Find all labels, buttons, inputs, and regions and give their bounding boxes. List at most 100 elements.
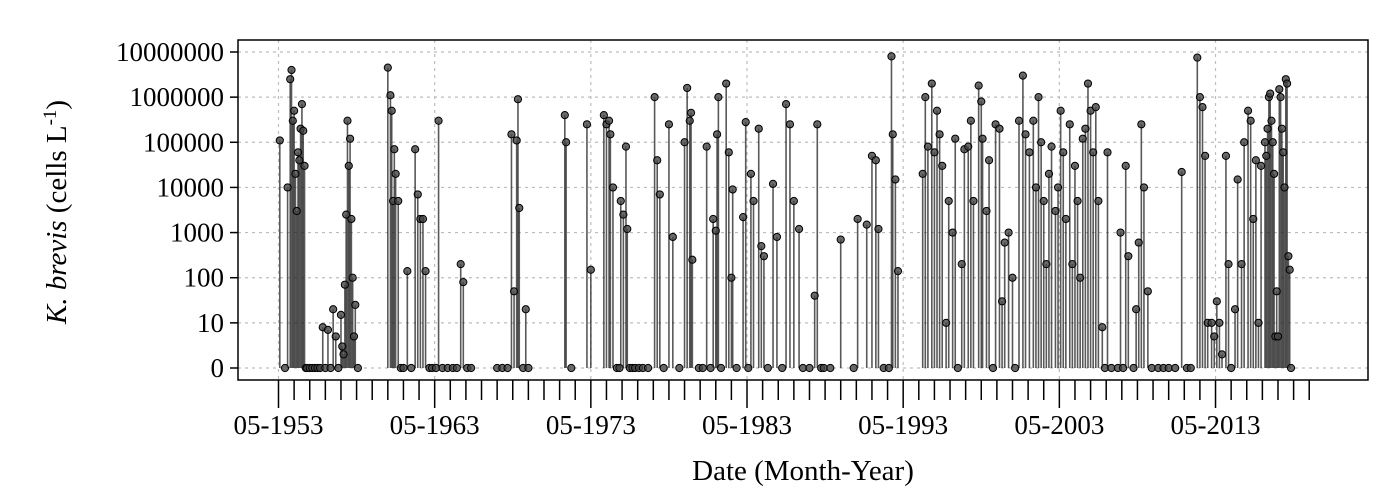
data-point	[1273, 332, 1283, 341]
data-point	[739, 213, 748, 222]
data-point	[969, 196, 978, 206]
data-point	[390, 145, 399, 154]
data-point	[1266, 89, 1275, 98]
data-point	[997, 297, 1007, 306]
data-point	[280, 363, 290, 373]
data-point	[407, 363, 416, 373]
data-point	[781, 100, 791, 109]
data-point	[746, 169, 756, 178]
data-point	[1193, 53, 1202, 62]
data-point	[1083, 79, 1093, 88]
data-point	[644, 363, 653, 373]
data-point	[1198, 103, 1207, 112]
data-point	[957, 260, 966, 269]
data-point	[1267, 116, 1276, 125]
data-point	[619, 210, 628, 219]
data-point	[1268, 138, 1277, 147]
data-point	[336, 310, 346, 320]
x-axis-title: Date (Month-Year)	[692, 455, 914, 487]
data-point	[391, 169, 400, 178]
y-tick-label: 10000	[157, 172, 225, 202]
data-point	[1243, 106, 1253, 115]
data-point	[683, 83, 692, 93]
data-point	[513, 95, 523, 104]
data-point	[295, 156, 304, 165]
data-point	[1285, 265, 1294, 274]
data-point	[932, 106, 942, 115]
data-point	[1284, 252, 1293, 261]
data-point	[1089, 148, 1098, 157]
data-point	[1078, 134, 1087, 143]
data-point	[763, 363, 772, 373]
data-point	[836, 235, 845, 244]
data-point	[283, 183, 292, 192]
data-point	[923, 142, 933, 151]
y-tick-label: 1000	[170, 218, 224, 248]
data-point	[887, 52, 896, 61]
data-point	[509, 287, 519, 296]
data-point	[1031, 183, 1041, 192]
data-point	[1282, 79, 1292, 88]
data-point	[1275, 85, 1284, 94]
data-point	[1011, 363, 1020, 373]
data-point	[778, 363, 787, 373]
data-point	[521, 305, 530, 314]
data-point	[966, 116, 975, 125]
data-point	[988, 363, 998, 373]
data-point	[1039, 196, 1048, 206]
data-point	[716, 363, 726, 373]
data-point	[918, 169, 927, 178]
data-point	[1233, 175, 1242, 184]
data-point	[606, 130, 615, 139]
data-point	[434, 116, 443, 125]
data-point	[300, 161, 309, 170]
y-axis-title-exponent: -1	[40, 110, 61, 126]
data-point	[953, 363, 962, 373]
data-point	[1065, 120, 1074, 129]
data-point	[749, 196, 758, 206]
data-point	[754, 124, 763, 133]
data-point	[1116, 228, 1125, 237]
data-point	[789, 196, 798, 206]
data-point	[1034, 93, 1043, 102]
data-point	[383, 63, 392, 72]
data-point	[1221, 151, 1231, 160]
data-point	[394, 196, 403, 206]
data-point	[813, 120, 822, 129]
data-point	[849, 363, 858, 373]
data-point	[338, 342, 347, 351]
data-point	[340, 280, 349, 289]
data-point	[1269, 169, 1279, 178]
plot-frame	[237, 39, 1369, 381]
data-point	[1212, 297, 1221, 306]
x-tick-label: 05-1993	[858, 410, 948, 440]
x-tick-label: 05-1973	[546, 410, 636, 440]
x-tick-label: 05-1953	[234, 410, 324, 440]
data-point	[1262, 151, 1271, 160]
data-point	[348, 273, 357, 282]
data-point	[1121, 161, 1130, 170]
data-point	[347, 214, 356, 224]
data-point	[1277, 124, 1286, 133]
data-point	[921, 93, 930, 102]
data-point	[512, 136, 521, 145]
data-point	[275, 136, 284, 145]
data-point	[702, 142, 711, 151]
data-point	[722, 79, 731, 88]
data-point	[1240, 138, 1249, 147]
data-point	[659, 363, 668, 373]
data-point	[1076, 273, 1085, 282]
x-tick-label: 05-1983	[702, 410, 792, 440]
data-point	[853, 214, 862, 224]
data-point	[599, 111, 608, 120]
data-point	[942, 318, 951, 327]
y-tick-label: 0	[211, 353, 225, 383]
y-tick-label: 1000000	[130, 82, 225, 112]
data-point	[810, 291, 819, 300]
data-point	[1025, 148, 1034, 157]
data-point	[727, 273, 736, 282]
y-tick-label: 10000000	[116, 37, 224, 67]
data-point	[459, 277, 468, 287]
data-point	[1276, 93, 1285, 102]
data-point	[655, 190, 664, 199]
